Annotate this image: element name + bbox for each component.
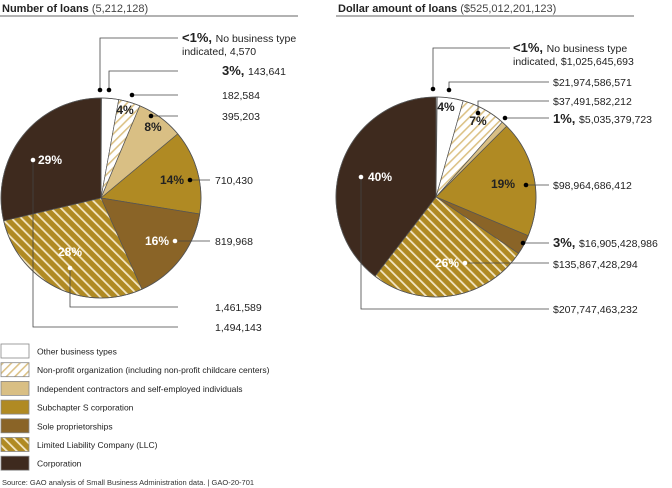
source-note: Source: GAO analysis of Small Business A…	[2, 478, 254, 487]
value-callout-line2: indicated, 4,570	[182, 46, 256, 58]
leader-line	[448, 81, 549, 90]
legend-swatch	[0, 418, 30, 434]
percent-label: 8%	[144, 120, 162, 134]
value-callout: 3%, 143,641	[222, 63, 286, 78]
leader-dot	[358, 174, 364, 180]
leader-line	[108, 70, 178, 90]
leader-line	[32, 160, 178, 328]
leader-dot	[502, 115, 508, 121]
leader-line	[432, 47, 510, 89]
leader-line	[99, 37, 178, 90]
pie-dollar-amount: Dollar amount of loans ($525,012,201,123…	[335, 3, 658, 316]
legend-swatch	[0, 343, 30, 359]
value-callout: <1%, No business type	[182, 30, 296, 45]
value-callout-line2: indicated, $1,025,645,693	[513, 56, 634, 68]
legend-swatch	[0, 437, 30, 452]
pie-outline	[0, 97, 202, 299]
leader-line	[360, 177, 549, 310]
leader-dot	[30, 157, 36, 163]
leader-dot	[462, 260, 468, 266]
value-callout: $98,964,686,412	[553, 180, 632, 192]
leader-dot	[520, 240, 526, 246]
chart-title: Number of loans (5,212,128)	[2, 3, 148, 15]
value-callout: <1%, No business type	[513, 40, 627, 55]
percent-label: 26%	[435, 256, 459, 270]
legend-label: Other business types	[37, 347, 117, 357]
percent-label: 29%	[38, 153, 62, 167]
legend-label: Corporation	[37, 459, 82, 469]
leader-dot	[475, 110, 481, 116]
legend-label: Limited Liability Company (LLC)	[37, 440, 158, 450]
value-callout: 1,461,589	[215, 302, 262, 314]
percent-label: 28%	[58, 245, 82, 259]
leader-line	[477, 100, 549, 113]
legend-label: Non-profit organization (including non-p…	[37, 365, 270, 375]
legend-swatch	[0, 362, 30, 378]
percent-label: 4%	[116, 103, 134, 117]
legend-swatch	[0, 380, 30, 396]
legend-swatch	[0, 399, 30, 415]
value-callout: 1%, $5,035,379,723	[553, 111, 652, 126]
percent-label: 7%	[469, 114, 487, 128]
value-callout: $135,867,428,294	[553, 259, 638, 271]
leader-line	[69, 268, 178, 308]
legend: Other business types Non-profit organizat…	[0, 343, 270, 471]
leader-dot	[148, 113, 154, 119]
percent-label: 40%	[368, 170, 392, 184]
leader-dot	[106, 87, 112, 93]
chart-total: ($525,012,201,123)	[460, 3, 556, 15]
value-callout: $37,491,582,212	[553, 96, 632, 108]
value-callout: 710,430	[215, 175, 253, 187]
value-callout: 3%, $16,905,428,986	[553, 235, 658, 250]
percent-label: 16%	[145, 234, 169, 248]
leader-dot	[523, 182, 529, 188]
value-callout: $21,974,586,571	[553, 77, 632, 89]
chart-title: Dollar amount of loans ($525,012,201,123…	[338, 3, 556, 15]
leader-dot	[430, 86, 436, 92]
leader-dot	[446, 87, 452, 93]
value-callout: 182,584	[222, 90, 260, 102]
legend-swatch	[0, 455, 30, 471]
percent-label: 4%	[437, 100, 455, 114]
leader-dot	[187, 177, 193, 183]
pie-outline	[335, 96, 537, 298]
percent-label: 19%	[491, 177, 515, 191]
percent-label: 14%	[160, 173, 184, 187]
value-callout: 1,494,143	[215, 322, 262, 334]
leader-dot	[172, 238, 178, 244]
value-callout: 819,968	[215, 236, 253, 248]
value-callout: 395,203	[222, 111, 260, 123]
chart-total: (5,212,128)	[92, 3, 148, 15]
legend-label: Subchapter S corporation	[37, 403, 134, 413]
pie-number-of-loans: Number of loans (5,212,128) <1%, No busin…	[0, 3, 298, 334]
leader-dot	[67, 265, 73, 271]
leader-dot	[97, 87, 103, 93]
legend-label: Sole proprietorships	[37, 421, 113, 431]
value-callout: $207,747,463,232	[553, 304, 638, 316]
legend-label: Independent contractors and self-employe…	[37, 384, 243, 394]
leader-dot	[129, 92, 135, 98]
